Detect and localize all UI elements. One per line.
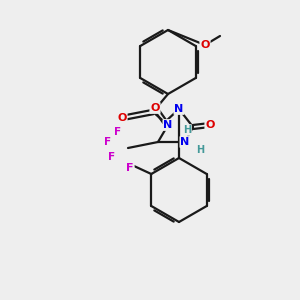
Text: F: F [108, 152, 116, 162]
Text: H: H [183, 125, 191, 135]
Text: H: H [196, 145, 204, 155]
Text: N: N [180, 137, 190, 147]
Text: O: O [150, 103, 160, 113]
Text: F: F [104, 137, 112, 147]
Text: O: O [205, 120, 215, 130]
Text: O: O [117, 113, 127, 123]
Text: F: F [114, 127, 122, 137]
Text: N: N [174, 104, 184, 114]
Text: N: N [164, 120, 172, 130]
Text: F: F [126, 163, 134, 173]
Text: O: O [200, 40, 210, 50]
